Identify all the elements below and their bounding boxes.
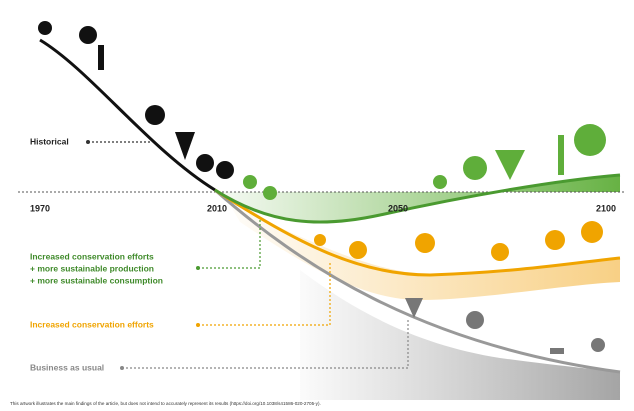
grey-label: Business as usual: [30, 362, 104, 372]
historical-silhouettes: [38, 21, 234, 179]
connector-dot: [196, 323, 200, 327]
green-label: Increased conservation efforts: [30, 251, 154, 261]
year-label: 2050: [388, 203, 408, 213]
historical-label: Historical: [30, 136, 69, 146]
orange-silhouettes: [314, 221, 603, 261]
connector: [198, 218, 261, 269]
business-as-usual-curve: [214, 188, 621, 374]
connector-dot: [120, 366, 124, 370]
connector: [122, 318, 409, 369]
orange-label: Increased conservation efforts: [30, 319, 154, 329]
connector: [198, 262, 331, 326]
year-label: 2010: [207, 203, 227, 213]
caption: This artwork illustrates the main findin…: [10, 401, 321, 406]
green-area: [215, 175, 620, 223]
connector-dot: [196, 266, 200, 270]
green-label: + more sustainable consumption: [30, 275, 163, 285]
year-label: 2100: [596, 203, 616, 213]
sustainable-curve: [214, 173, 621, 224]
year-label: 1970: [30, 203, 50, 213]
green-label: + more sustainable production: [30, 263, 154, 273]
connector-dot: [86, 140, 90, 144]
orange-area: [230, 205, 620, 300]
conservation-curve: [214, 188, 621, 277]
grey-silhouettes: [405, 298, 605, 354]
green-silhouettes: [243, 124, 606, 200]
historical-curve: [39, 38, 216, 192]
